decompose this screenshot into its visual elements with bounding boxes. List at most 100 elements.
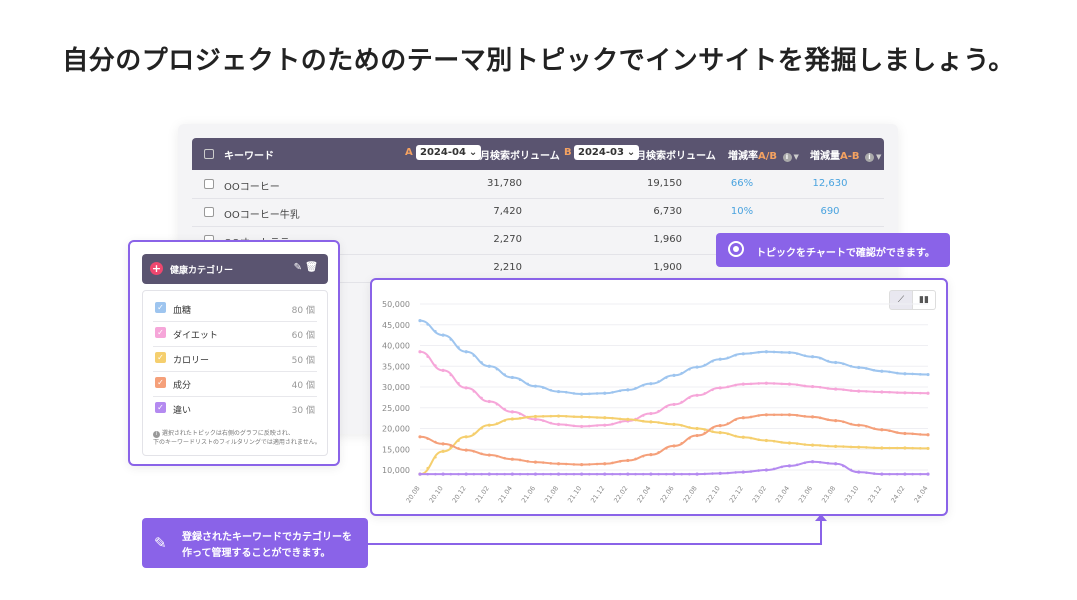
month-b-value: 2024-03 (578, 147, 624, 158)
data-point (803, 443, 807, 446)
series-line (420, 460, 928, 476)
data-point (826, 418, 830, 421)
topic-item[interactable]: ✓ ダイエット 60 個 (153, 322, 317, 347)
checkbox-checked-icon[interactable]: ✓ (155, 402, 166, 413)
data-point (772, 439, 776, 443)
trash-icon[interactable]: 🗑 (305, 262, 318, 273)
data-point (842, 362, 845, 366)
data-point (665, 405, 668, 409)
rate-ab: A/B (758, 151, 778, 162)
data-point (480, 361, 483, 364)
data-point (449, 446, 453, 449)
row-volume-a: 31,780 (487, 178, 522, 189)
data-point (672, 422, 676, 426)
data-point (810, 355, 815, 359)
topic-item[interactable]: ✓ 違い 30 個 (153, 397, 317, 421)
checkbox-checked-icon[interactable]: ✓ (155, 377, 166, 388)
data-point (472, 390, 476, 393)
x-tick-label: 24.04 (912, 485, 929, 505)
data-point (449, 472, 453, 476)
note-line-1: 選択されたトピックは右側のグラフに反映され、 (161, 430, 294, 437)
topic-count: 40 個 (291, 381, 315, 391)
data-point (541, 386, 545, 389)
checkbox-checked-icon[interactable]: ✓ (155, 327, 166, 338)
data-point (803, 461, 807, 465)
data-point (580, 463, 584, 467)
row-checkbox[interactable] (204, 179, 214, 189)
checkbox-checked-icon[interactable]: ✓ (155, 352, 166, 363)
data-point (580, 424, 584, 429)
data-point (826, 461, 830, 465)
table-row[interactable]: OOコーヒー 31,780 19,150 66% 12,630 (192, 170, 884, 199)
data-point (441, 472, 445, 476)
topic-count: 80 個 (291, 306, 315, 316)
chart-callout: トピックをチャートで確認ができます。 (716, 233, 950, 267)
data-point (695, 393, 699, 397)
data-point (518, 472, 522, 476)
y-tick-label: 10,000 (382, 466, 410, 475)
topic-count: 50 個 (291, 356, 315, 366)
x-tick-label: 21.10 (566, 485, 583, 505)
data-point (472, 354, 476, 357)
topic-item[interactable]: ✓ カロリー 50 個 (153, 347, 317, 372)
data-point (919, 472, 922, 476)
data-point (657, 472, 660, 476)
data-point (526, 460, 530, 463)
data-point (588, 424, 591, 428)
data-point (457, 472, 460, 476)
rate-column-header[interactable]: 増減率A/B i ▼ (728, 147, 799, 162)
data-point (695, 472, 699, 476)
data-point (564, 423, 568, 427)
data-point (641, 383, 645, 387)
data-point (680, 424, 683, 427)
data-point (549, 388, 553, 392)
data-point (487, 423, 491, 427)
data-point (518, 412, 522, 416)
data-point (641, 419, 645, 423)
data-point (480, 452, 483, 456)
line-chart-icon[interactable]: ⟋ (889, 290, 913, 310)
x-tick-label: 22.08 (682, 485, 699, 505)
row-checkbox[interactable] (204, 207, 214, 217)
table-row[interactable]: OOコーヒー牛乳 7,420 6,730 10% 690 (192, 198, 884, 227)
data-point (564, 472, 568, 476)
data-point (626, 458, 630, 463)
data-point (533, 460, 538, 464)
bar-chart-icon[interactable]: ▮▮ (913, 290, 936, 310)
data-point (849, 445, 853, 449)
topic-item[interactable]: ✓ 血糖 80 個 (153, 297, 317, 322)
data-point (826, 387, 830, 390)
data-point (564, 414, 568, 418)
data-point (857, 470, 861, 474)
data-point (495, 402, 499, 406)
amount-column-header[interactable]: 増減量A-B i ▼ (810, 147, 881, 162)
data-point (441, 442, 445, 446)
chart-card: ⟋ ▮▮ 10,000 15,000 20,000 25,000 30,000 35,00… (370, 278, 948, 516)
edit-icon[interactable]: ✎ (293, 262, 302, 273)
data-point (595, 472, 599, 476)
data-point (595, 424, 599, 427)
data-point (926, 446, 930, 451)
data-point (749, 470, 753, 473)
checkbox-checked-icon[interactable]: ✓ (155, 302, 166, 313)
data-point (495, 454, 499, 458)
row-volume-a: 2,210 (493, 262, 522, 273)
data-point (772, 413, 776, 417)
keyword-column-header: キーワード (224, 151, 274, 162)
add-category-icon[interactable]: + (150, 262, 163, 275)
data-point (665, 446, 668, 450)
month-a-select[interactable]: 2024-04 ⌄ (416, 145, 482, 160)
data-point (518, 378, 522, 382)
select-all-checkbox[interactable] (204, 149, 214, 159)
data-point (734, 383, 737, 387)
data-point (672, 373, 676, 377)
data-point (526, 415, 530, 419)
data-point (503, 419, 506, 422)
data-point (726, 471, 730, 475)
category-card: + 健康カテゴリー ✎ 🗑 ✓ 血糖 80 個 ✓ ダイエット 60 個 ✓ カ… (128, 240, 340, 466)
data-point (503, 456, 506, 460)
data-point (903, 372, 907, 376)
month-b-select[interactable]: 2024-03 ⌄ (574, 145, 640, 160)
data-point (634, 457, 637, 461)
topic-item[interactable]: ✓ 成分 40 個 (153, 372, 317, 397)
